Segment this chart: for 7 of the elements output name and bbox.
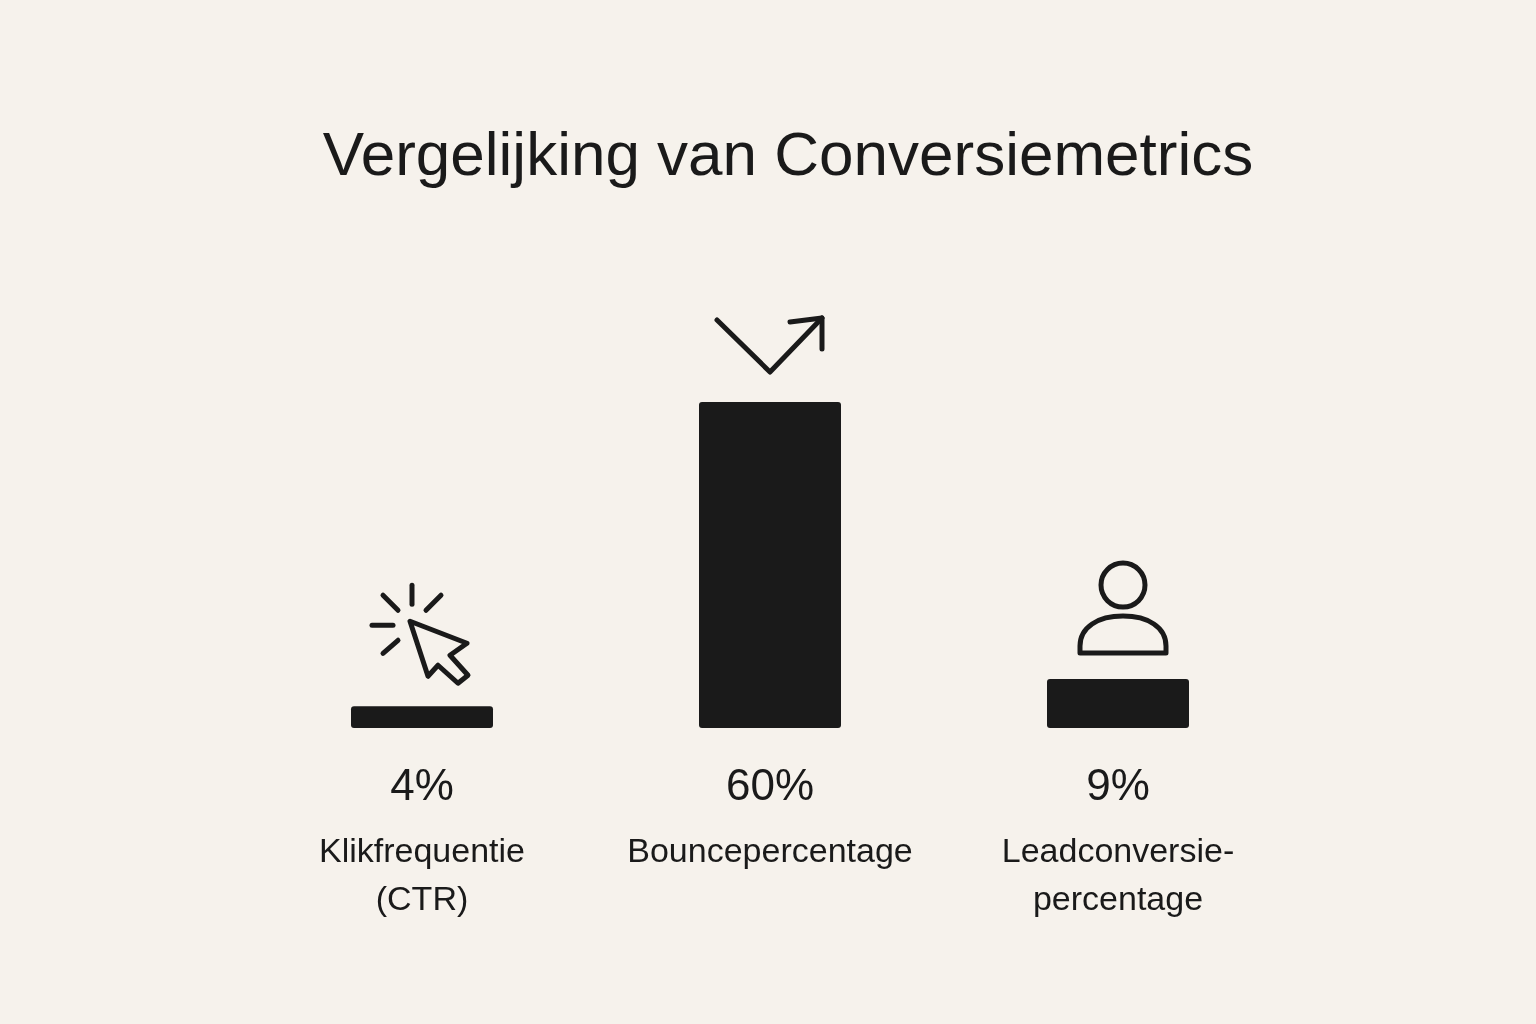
data-label: 9% (1086, 760, 1150, 809)
chart-title: Vergelijking van Conversiemetrics (322, 119, 1254, 188)
x-tick-label: Leadconversie-percentage (1001, 831, 1235, 917)
x-tick-label: Klikfrequentie (CTR) (318, 831, 526, 917)
x-tick-label: Bouncepercentage (627, 831, 913, 869)
data-label: 4% (390, 760, 454, 809)
data-label: 60% (725, 760, 815, 809)
